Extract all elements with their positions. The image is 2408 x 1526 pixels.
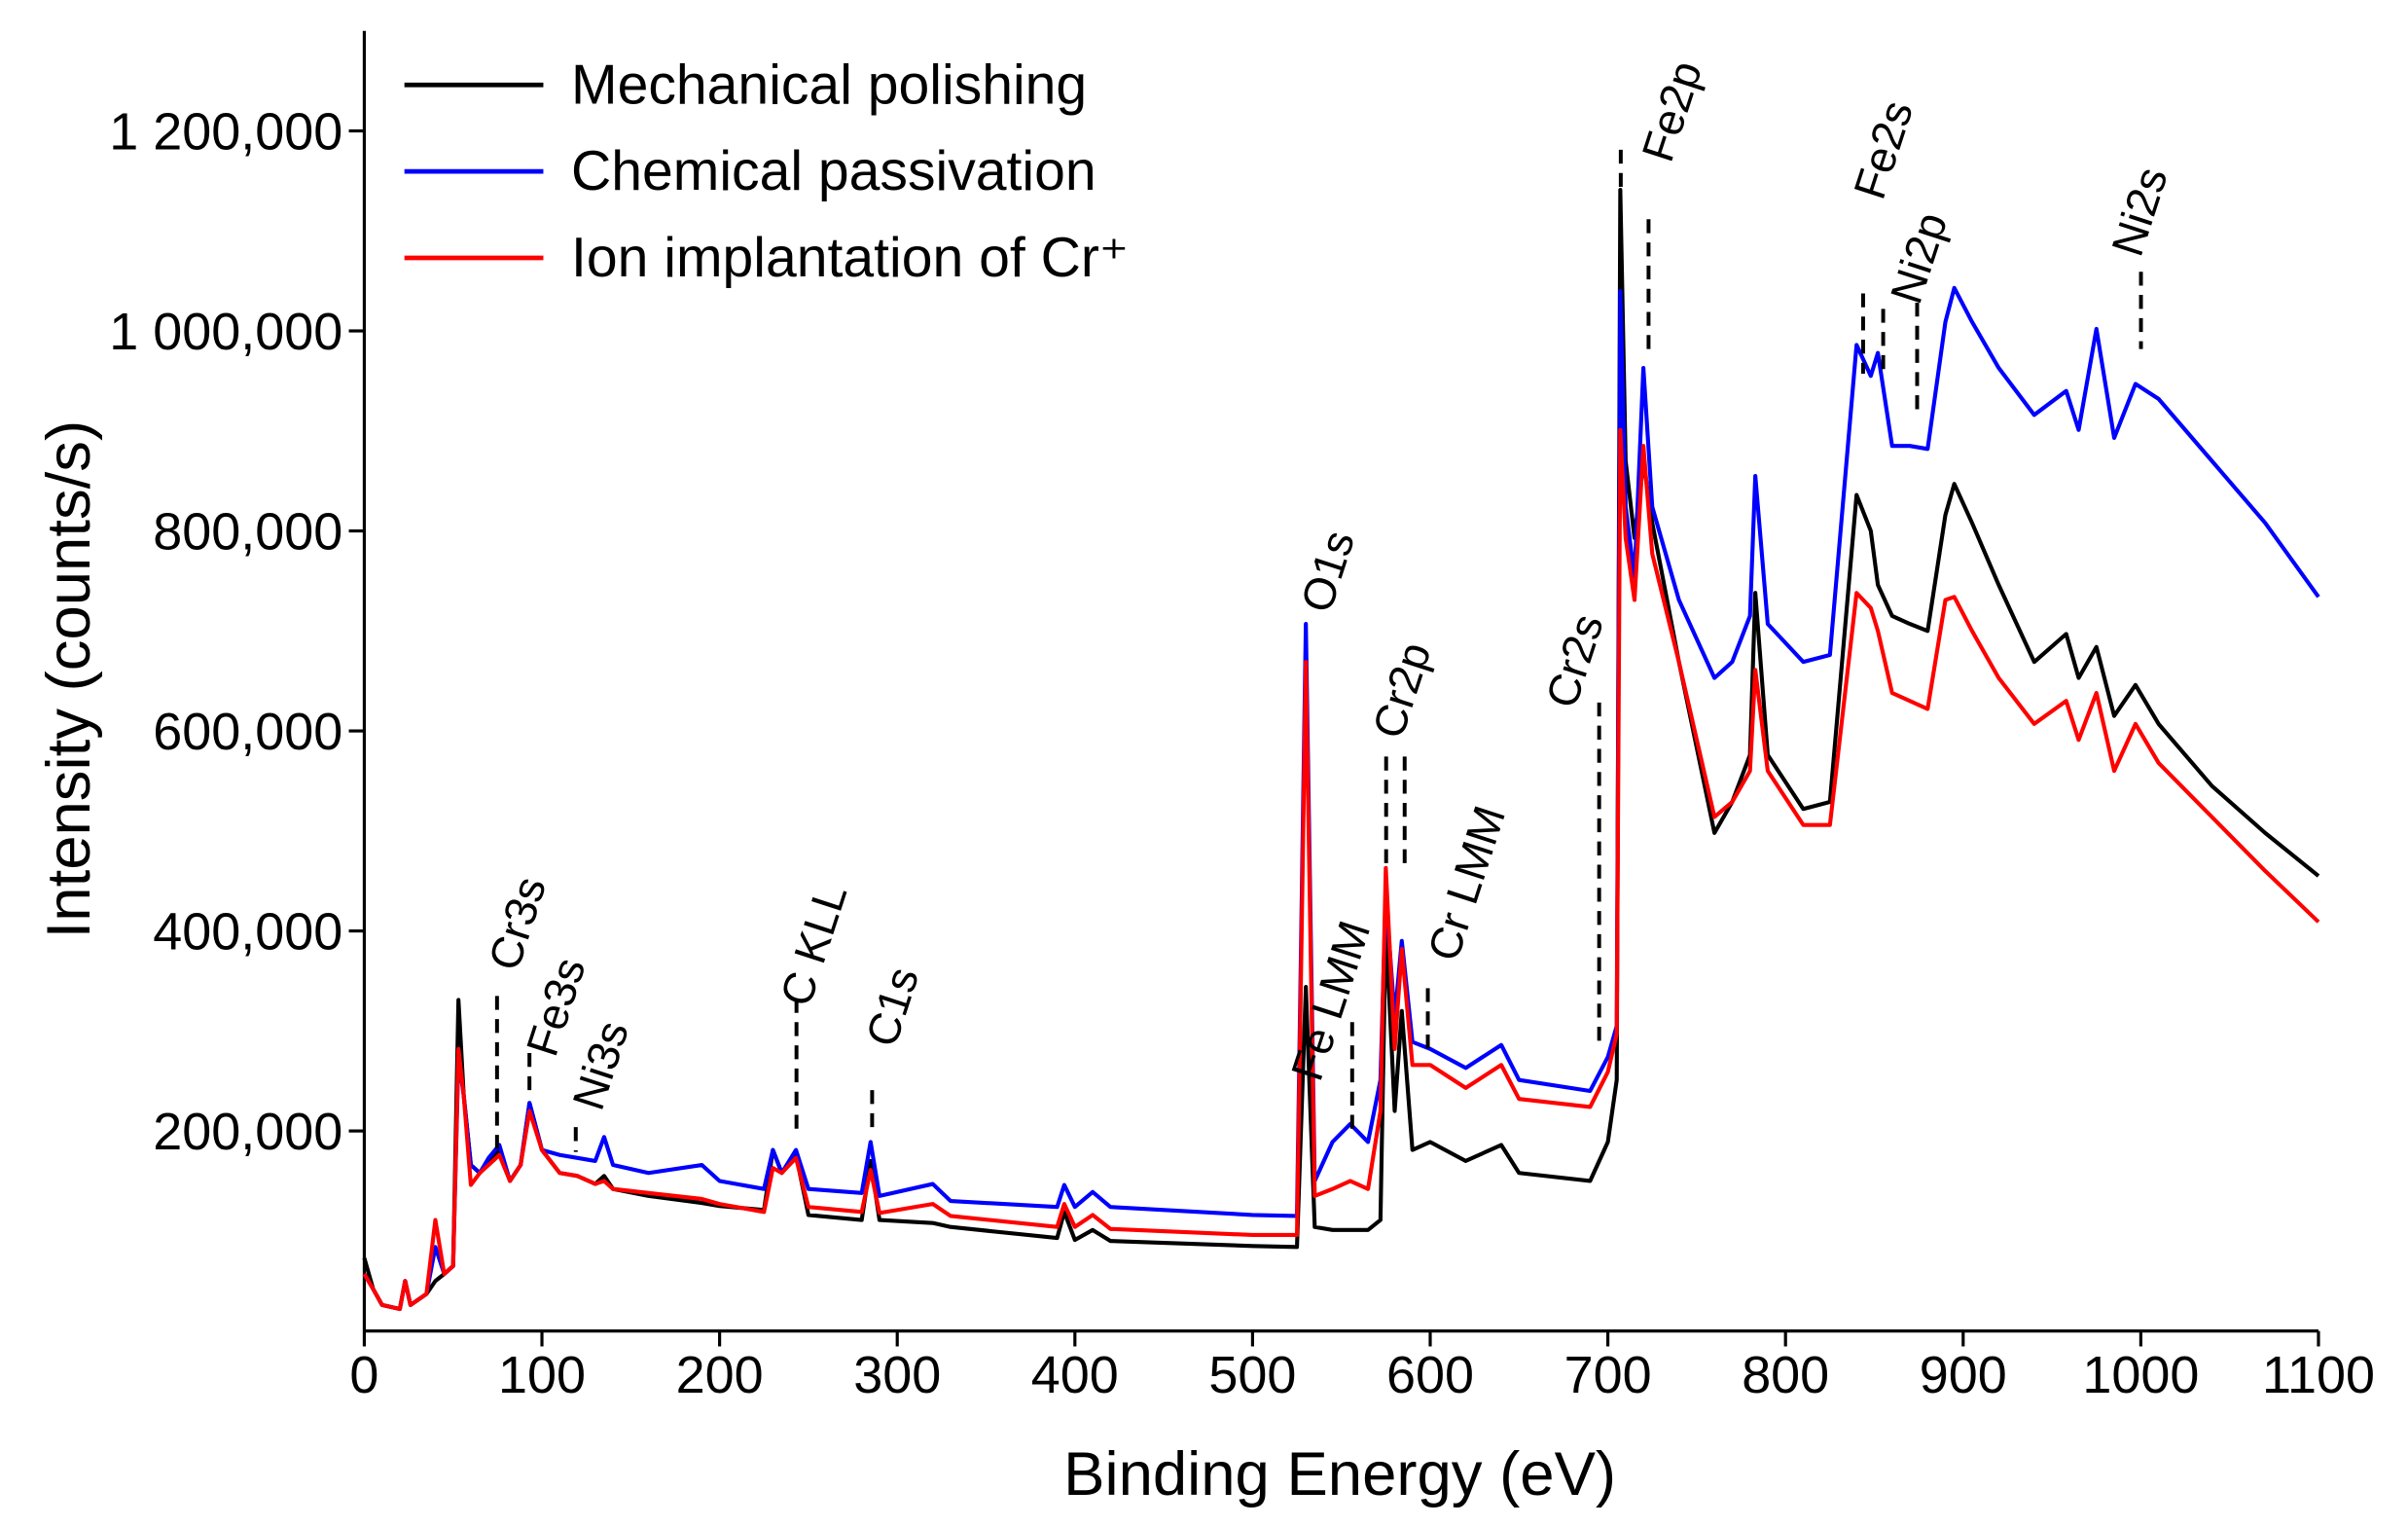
series-line (362, 285, 2320, 1312)
peak-annotation: C KLL (770, 878, 856, 1012)
peak-annotation: Fe2s (1844, 94, 1923, 204)
x-tick-label: 0 (349, 1346, 378, 1404)
y-axis-title: Intensity (counts/s) (35, 420, 103, 939)
x-tick-label: 100 (498, 1346, 586, 1404)
x-axis-title: Binding Energy (eV) (1063, 1440, 1616, 1508)
y-tick-label: 1 200,000 (109, 103, 342, 162)
series-line (362, 427, 2320, 1312)
peak-annotation: Cr LMM (1418, 800, 1515, 967)
peak-annotation: Cr2s (1535, 608, 1612, 713)
x-tick-label: 600 (1386, 1346, 1474, 1404)
peak-annotation: Cr2p (1362, 636, 1440, 745)
peak-annotation: Fe LMM (1281, 915, 1381, 1087)
peak-annotation: Ni2p (1881, 206, 1958, 309)
y-tick-label: 600,000 (153, 703, 342, 761)
y-tick-label: 400,000 (153, 903, 342, 962)
legend-label: Ion implantation of Cr⁺ (571, 227, 1129, 289)
x-tick-label: 200 (676, 1346, 764, 1404)
y-tick-label: 200,000 (153, 1103, 342, 1161)
x-tick-label: 700 (1564, 1346, 1652, 1404)
peak-annotation: C1s (856, 961, 929, 1052)
x-tick-label: 500 (1208, 1346, 1296, 1404)
x-tick-label: 1000 (2082, 1346, 2199, 1404)
x-tick-label: 900 (1920, 1346, 2007, 1404)
series-line (362, 188, 2320, 1312)
legend-label: Mechanical polishing (571, 54, 1087, 116)
y-tick-label: 1 000,000 (109, 303, 342, 361)
y-tick-label: 800,000 (153, 503, 342, 562)
x-tick-label: 300 (853, 1346, 941, 1404)
x-tick-label: 1100 (2262, 1346, 2375, 1404)
legend-label: Chemical passivation (571, 140, 1096, 202)
x-tick-label: 400 (1031, 1346, 1119, 1404)
x-tick-label: 800 (1742, 1346, 1829, 1404)
peak-annotation: Fe2p (1632, 54, 1711, 167)
peak-annotation: O1s (1291, 525, 1365, 618)
peak-annotation: Ni2s (2102, 162, 2177, 263)
